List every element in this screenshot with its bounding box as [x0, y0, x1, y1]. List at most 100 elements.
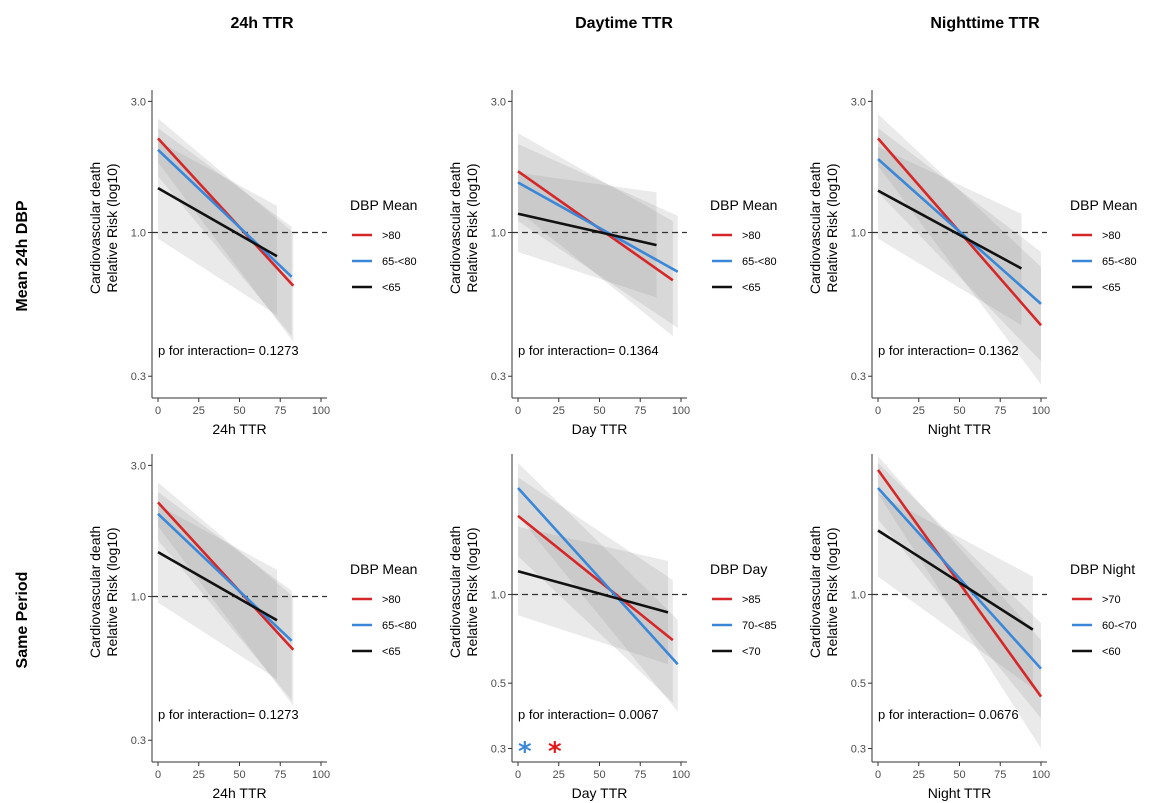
row-title-same-period: Same Period: [14, 572, 31, 669]
legend-label: >85: [742, 594, 761, 606]
x-tick-label: 50: [593, 769, 605, 781]
x-tick-label: 0: [875, 769, 881, 781]
y-axis-label-line2: Relative Risk (log10): [464, 527, 480, 656]
y-axis-label-line2: Relative Risk (log10): [464, 163, 480, 292]
y-axis-label-line2: Relative Risk (log10): [824, 527, 840, 656]
x-tick-label: 50: [593, 405, 605, 417]
y-axis-label: Cardiovascular deathRelative Risk (log10…: [87, 162, 120, 294]
series-line-70-<85: [517, 487, 679, 666]
y-axis-label: Cardiovascular deathRelative Risk (log10…: [447, 526, 480, 658]
y-tick-label: 0.3: [851, 371, 866, 383]
x-tick-label: 25: [553, 769, 565, 781]
y-axis-label: Cardiovascular deathRelative Risk (log10…: [807, 526, 840, 658]
y-tick-label: 3.0: [851, 96, 866, 108]
y-axis-label-line1: Cardiovascular death: [807, 526, 823, 658]
ci-band-<70: [518, 526, 668, 665]
ci-band-<65: [158, 505, 277, 680]
y-axis-label: Cardiovascular deathRelative Risk (log10…: [807, 162, 840, 294]
legend-title: DBP Mean: [710, 197, 777, 213]
series-line-<60: [877, 529, 1034, 631]
column-title-nighttime: Nighttime TTR: [930, 15, 1040, 32]
legend-label: <65: [382, 646, 401, 658]
chart-panel-5: 0.3 0.5 1.0 0 25 50 75 100 Night TTR Cardiovascul…: [807, 454, 1137, 801]
y-axis-label-line1: Cardiovascular death: [87, 162, 103, 294]
x-axis-label: Day TTR: [572, 421, 628, 437]
p-interaction-annotation: p for interaction= 0.1364: [518, 343, 659, 358]
ci-band->80: [518, 133, 673, 337]
legend-label: 60-<70: [1102, 620, 1137, 632]
y-axis-label-line1: Cardiovascular death: [447, 526, 463, 658]
p-interaction-annotation: p for interaction= 0.0676: [878, 707, 1019, 722]
series-line-65-<80: [157, 512, 293, 642]
x-tick-label: 75: [274, 405, 286, 417]
x-tick-label: 50: [953, 769, 965, 781]
series-line->80: [157, 137, 295, 287]
x-tick-label: 0: [515, 769, 521, 781]
ci-band->80: [878, 113, 1041, 385]
significance-star: *: [518, 737, 532, 767]
x-tick-label: 25: [913, 769, 925, 781]
legend-title: DBP Mean: [1070, 197, 1137, 213]
legend-label: <70: [742, 646, 761, 658]
y-tick-label: 3.0: [131, 460, 146, 472]
series-line-65-<80: [517, 181, 679, 273]
series-line-<70: [517, 569, 669, 614]
x-tick-label: 100: [672, 405, 690, 417]
ci-band-<65: [158, 141, 277, 316]
legend-label: 65-<80: [382, 620, 417, 632]
x-axis-label: Night TTR: [928, 785, 992, 801]
legend-label: 65-<80: [382, 256, 417, 268]
chart-panel-4: 0.3 0.5 1.0 0 25 50 75 100 Day TTR Cardiovascular…: [447, 454, 777, 801]
x-tick-label: 50: [233, 405, 245, 417]
x-tick-label: 25: [553, 405, 565, 417]
legend-label: <65: [382, 282, 401, 294]
x-tick-label: 25: [193, 769, 205, 781]
x-tick-label: 75: [994, 769, 1006, 781]
y-tick-label: 1.0: [851, 590, 866, 602]
x-tick-label: 0: [155, 405, 161, 417]
column-title-24h: 24h TTR: [230, 15, 294, 32]
series-line->80: [157, 501, 295, 651]
legend-label: >80: [742, 230, 761, 242]
ci-band-65-<80: [518, 143, 678, 328]
y-axis-label-line1: Cardiovascular death: [447, 162, 463, 294]
legend-label: 65-<80: [1102, 256, 1137, 268]
x-tick-label: 75: [274, 769, 286, 781]
x-tick-label: 100: [672, 769, 690, 781]
ci-band->85: [518, 477, 673, 703]
p-interaction-annotation: p for interaction= 0.127​3: [158, 343, 299, 358]
y-tick-label: 1.0: [851, 228, 866, 240]
y-tick-label: 0.3: [491, 371, 506, 383]
legend-label: <60: [1102, 646, 1121, 658]
x-tick-label: 100: [312, 405, 330, 417]
legend-label: >80: [382, 230, 401, 242]
chart-panels: 0.3 1.0 3.0 0 25 50 75 100 24h TTR Cardiovascular…: [87, 90, 1137, 801]
x-tick-label: 75: [634, 769, 646, 781]
y-tick-label: 1.0: [491, 590, 506, 602]
y-axis-label-line1: Cardiovascular death: [807, 162, 823, 294]
legend-title: DBP Mean: [350, 197, 417, 213]
legend-label: 70-<85: [742, 620, 777, 632]
x-tick-label: 100: [312, 769, 330, 781]
y-tick-label: 3.0: [491, 96, 506, 108]
row-title-mean-24h-dbp: Mean 24h DBP: [14, 200, 31, 311]
x-tick-label: 100: [1032, 769, 1050, 781]
y-axis-label-line2: Relative Risk (log10): [824, 163, 840, 292]
significance-star: *: [548, 737, 562, 767]
x-axis-label: 24h TTR: [212, 421, 266, 437]
ci-band-<65: [518, 172, 657, 298]
chart-panel-0: 0.3 1.0 3.0 0 25 50 75 100 24h TTR Cardiovascular…: [87, 90, 417, 437]
y-tick-label: 0.5: [851, 678, 866, 690]
series-line-60-<70: [877, 487, 1042, 670]
y-tick-label: 3.0: [131, 96, 146, 108]
ci-band->70: [878, 456, 1041, 749]
y-axis-label-line1: Cardiovascular death: [87, 526, 103, 658]
series-line->85: [517, 514, 674, 642]
y-tick-label: 1.0: [131, 592, 146, 604]
legend-title: DBP Night: [1070, 561, 1135, 577]
y-tick-label: 0.3: [491, 744, 506, 756]
series-line-65-<80: [157, 148, 293, 278]
x-tick-label: 0: [515, 405, 521, 417]
series-line-<65: [877, 189, 1023, 270]
x-tick-label: 50: [233, 769, 245, 781]
